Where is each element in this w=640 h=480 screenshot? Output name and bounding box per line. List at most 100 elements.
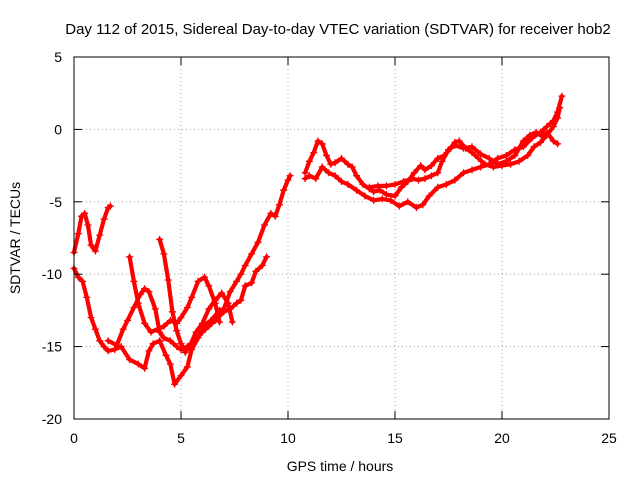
data-point (96, 231, 104, 239)
data-point (280, 186, 288, 194)
data-point (477, 150, 485, 158)
data-point (323, 152, 330, 159)
data-point (554, 108, 562, 116)
data-point (524, 152, 532, 159)
data-point (395, 202, 403, 210)
data-point (198, 328, 206, 336)
data-point (91, 325, 99, 333)
data-point (519, 137, 527, 145)
data-point (173, 327, 181, 335)
x-tick-label: 25 (601, 430, 617, 446)
data-point (173, 343, 181, 351)
data-point (412, 204, 420, 212)
data-point (442, 180, 450, 188)
data-point (111, 346, 119, 353)
data-point (149, 340, 157, 348)
data-point (477, 163, 485, 171)
data-point (468, 143, 476, 151)
data-point (532, 128, 540, 136)
y-tick-label: -5 (50, 194, 63, 210)
data-point (241, 262, 249, 269)
data-point (224, 299, 232, 307)
chart-title: Day 112 of 2015, Sidereal Day-to-day VTE… (65, 21, 611, 38)
data-point (171, 380, 179, 388)
data-point (511, 152, 519, 159)
data-series-layer (70, 92, 566, 388)
data-point (554, 140, 562, 148)
data-point (124, 317, 131, 324)
data-point (166, 337, 174, 345)
data-point (434, 154, 442, 162)
data-point (241, 282, 249, 290)
data-point (344, 160, 352, 168)
data-point (228, 318, 236, 326)
data-point (549, 137, 557, 145)
data-point (526, 131, 534, 139)
data-point (361, 192, 369, 200)
data-point (117, 343, 125, 351)
data-point (408, 175, 416, 183)
data-point (427, 162, 435, 170)
data-point (177, 314, 185, 322)
data-point (539, 133, 547, 141)
data-point (119, 325, 127, 333)
data-point (558, 92, 566, 100)
data-point (374, 182, 382, 190)
data-point (314, 137, 322, 145)
data-point (382, 182, 390, 190)
data-point (378, 195, 386, 203)
data-point (100, 343, 108, 351)
data-series (301, 92, 566, 212)
data-point (145, 288, 153, 296)
data-point (166, 360, 174, 368)
y-axis-label: SDTVAR / TECUs (7, 182, 23, 294)
data-point (151, 305, 159, 313)
data-point (421, 166, 429, 174)
data-point (353, 172, 360, 180)
data-point (183, 304, 191, 311)
data-point (318, 163, 326, 171)
data-point (177, 340, 185, 348)
data-point (370, 188, 378, 196)
data-point (286, 172, 294, 180)
data-point (305, 157, 313, 165)
x-tick-label: 10 (280, 430, 296, 446)
data-point (141, 319, 149, 327)
data-point (237, 270, 245, 278)
data-point (79, 277, 87, 285)
data-point (537, 138, 544, 146)
data-point (145, 347, 153, 355)
data-point (331, 159, 339, 167)
data-point (177, 372, 185, 380)
data-point (494, 160, 502, 168)
data-point (301, 175, 309, 183)
data-point (104, 337, 112, 345)
data-point (331, 172, 339, 180)
data-point (100, 215, 108, 223)
x-tick-labels: 0 5 10 15 20 25 (70, 430, 617, 446)
data-point (188, 293, 196, 301)
data-point (400, 178, 408, 185)
data-point (164, 276, 172, 284)
data-point (216, 318, 223, 326)
data-point (96, 337, 104, 345)
data-point (183, 363, 191, 371)
data-point (186, 343, 194, 351)
data-point (248, 250, 256, 258)
data-point (263, 253, 271, 261)
data-point (425, 192, 433, 200)
data-point (419, 201, 427, 209)
data-point (211, 296, 219, 304)
data-point (410, 169, 418, 177)
data-series (365, 128, 562, 191)
data-point (106, 202, 114, 210)
data-point (233, 299, 241, 307)
data-point (160, 334, 168, 342)
data-point (451, 141, 459, 149)
data-point (237, 296, 245, 304)
data-point (160, 322, 168, 330)
data-point (344, 180, 352, 188)
data-point (130, 277, 138, 285)
data-point (485, 154, 493, 162)
